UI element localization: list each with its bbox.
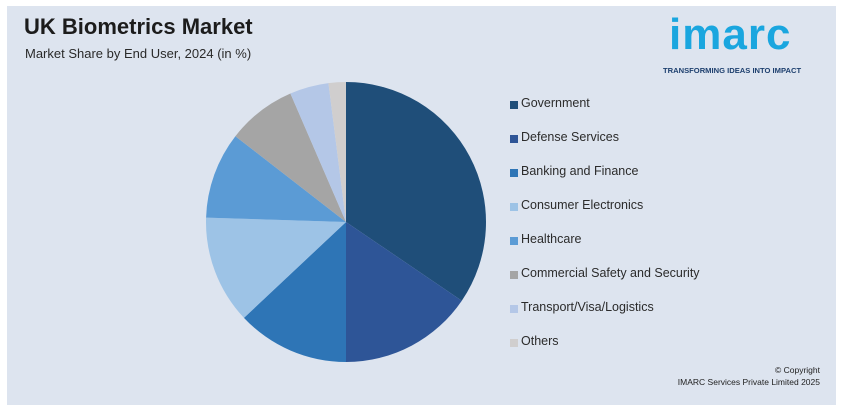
pie-slice-government	[346, 82, 486, 301]
legend-swatch	[510, 305, 518, 313]
chart-title: UK Biometrics Market	[24, 14, 253, 39]
imarc-logo: imarc TRANSFORMING IDEAS INTO IMPACT	[663, 10, 821, 84]
legend-swatch	[510, 169, 518, 177]
legend-label: Government	[521, 96, 590, 110]
copyright-line-1: © Copyright	[774, 365, 820, 375]
pie-slice-healthcare	[206, 136, 346, 222]
legend-label: Healthcare	[521, 232, 582, 246]
legend-swatch	[510, 101, 518, 109]
legend-swatch	[510, 135, 518, 143]
pie-slice-banking-and-finance	[243, 222, 346, 362]
legend-swatch	[510, 237, 518, 245]
logo-tagline: TRANSFORMING IDEAS INTO IMPACT	[663, 66, 802, 75]
copyright-line-2: IMARC Services Private Limited 2025	[677, 377, 820, 387]
chart-subtitle: Market Share by End User, 2024 (in %)	[25, 46, 252, 61]
legend-label: Transport/Visa/Logistics	[521, 300, 654, 314]
legend-label: Banking and Finance	[521, 164, 639, 178]
logo-wordmark: imarc	[669, 10, 792, 59]
legend-label: Others	[521, 334, 559, 348]
pie-slice-commercial-safety-and-security	[235, 93, 346, 223]
pie-slice-others	[328, 82, 346, 222]
legend-label: Commercial Safety and Security	[521, 266, 700, 280]
legend-label: Consumer Electronics	[521, 198, 644, 212]
legend-swatch	[510, 203, 518, 211]
copyright-notice: © Copyright IMARC Services Private Limit…	[678, 364, 820, 388]
legend-swatch	[510, 271, 518, 279]
pie-slice-transport-visa-logistics	[290, 83, 346, 222]
pie-slice-defense-services	[346, 222, 462, 362]
pie-slice-consumer-electronics	[206, 217, 346, 318]
legend-label: Defense Services	[521, 130, 619, 144]
pie-chart	[206, 82, 486, 362]
legend-swatch	[510, 339, 518, 347]
